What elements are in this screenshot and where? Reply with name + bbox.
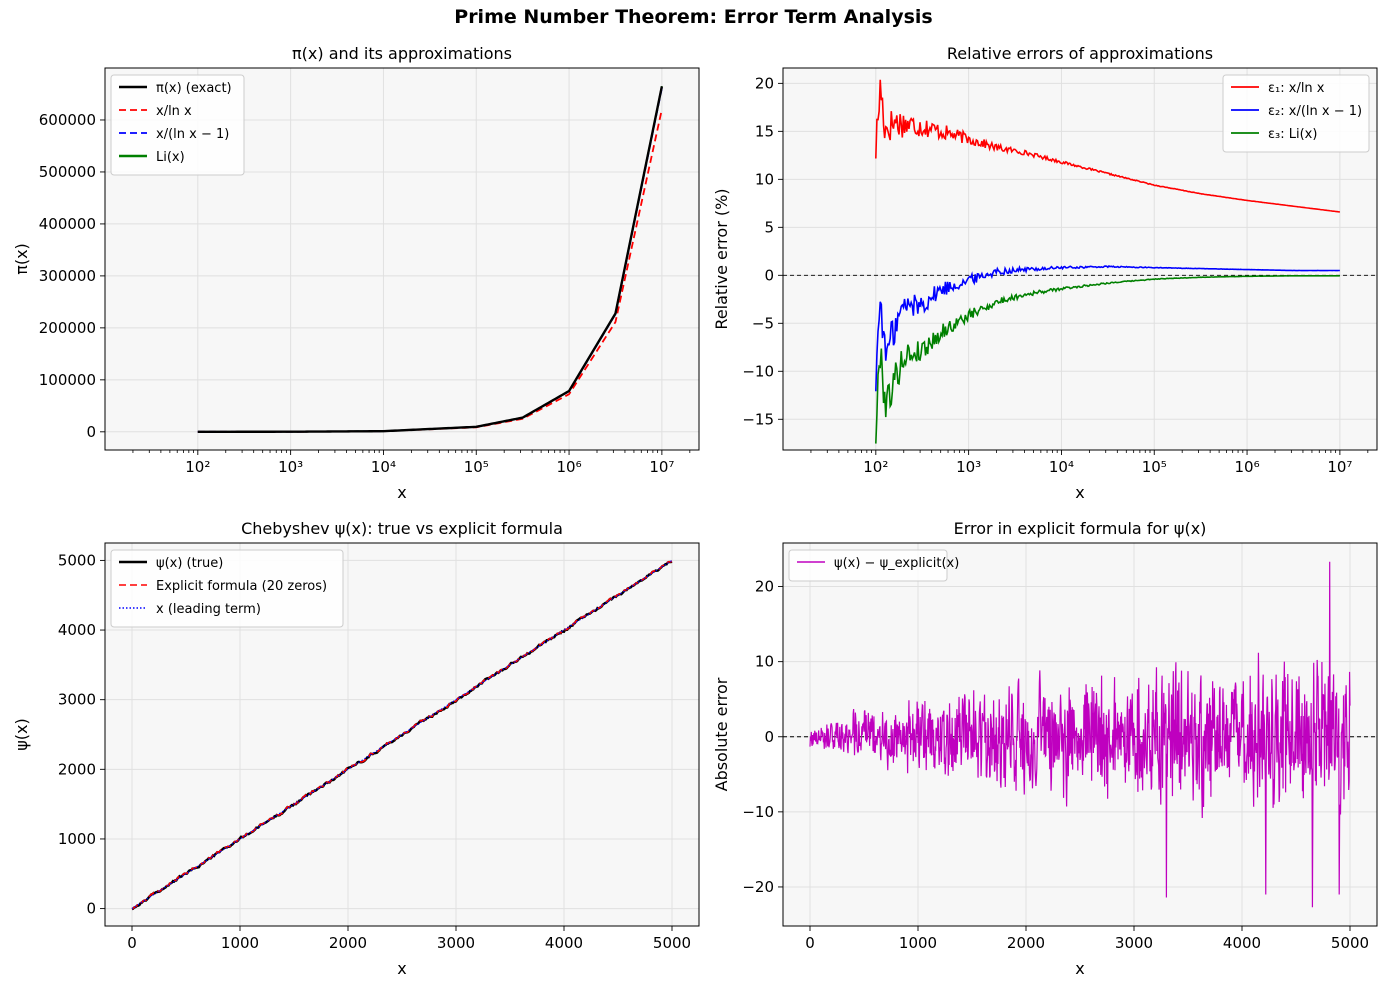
x-tick-label: 10³ bbox=[956, 458, 981, 476]
y-tick-label: 15 bbox=[755, 122, 774, 140]
x-tick-label: 1000 bbox=[221, 934, 259, 952]
legend-label: Li(x) bbox=[156, 150, 185, 165]
x-tick-label: 10⁷ bbox=[1327, 458, 1352, 476]
y-axis-label: π(x) bbox=[12, 243, 31, 275]
x-tick-label: 2000 bbox=[329, 934, 367, 952]
x-tick-label: 10⁷ bbox=[649, 458, 674, 476]
x-tick-label: 10⁵ bbox=[464, 458, 489, 476]
x-axis-label: x bbox=[1075, 483, 1084, 502]
legend-label: π(x) (exact) bbox=[156, 81, 232, 96]
y-tick-label: 20 bbox=[755, 578, 774, 596]
y-tick-label: 4000 bbox=[58, 621, 96, 639]
legend-label: ψ(x) − ψ_explicit(x) bbox=[834, 556, 959, 571]
legend: ψ(x) − ψ_explicit(x) bbox=[788, 549, 959, 582]
y-tick-label: 300000 bbox=[39, 267, 96, 285]
x-tick-label: 1000 bbox=[899, 934, 937, 952]
y-tick-label: 500000 bbox=[39, 163, 96, 181]
y-tick-label: 0 bbox=[86, 900, 96, 918]
legend: ε₁: x/ln x ε₂: x/(ln x − 1) ε₃: Li(x) bbox=[1222, 74, 1370, 153]
y-tick-label: 2000 bbox=[58, 760, 96, 778]
x-tick-label: 10² bbox=[863, 458, 888, 476]
figure-title: Prime Number Theorem: Error Term Analysi… bbox=[454, 6, 933, 28]
plot-frame bbox=[104, 67, 700, 451]
series-line-1 bbox=[131, 560, 673, 910]
x-tick-label: 10⁶ bbox=[1235, 458, 1260, 476]
y-axis-label: Absolute error bbox=[712, 677, 731, 791]
plot-area bbox=[783, 543, 1377, 926]
legend-label: x/(ln x − 1) bbox=[156, 127, 229, 142]
x-axis-label: x bbox=[397, 959, 406, 978]
y-tick-label: 10 bbox=[755, 653, 774, 671]
y-tick-label: −10 bbox=[742, 803, 774, 821]
legend: π(x) (exact) x/ln x x/(ln x − 1) Li(x) bbox=[110, 74, 245, 176]
legend-label: x/ln x bbox=[156, 104, 192, 119]
y-tick-label: 20 bbox=[755, 74, 774, 92]
x-tick-label: 0 bbox=[805, 934, 815, 952]
legend-box bbox=[788, 549, 948, 582]
y-axis-label: Relative error (%) bbox=[712, 188, 731, 329]
x-tick-label: 2000 bbox=[1007, 934, 1045, 952]
x-tick-label: 4000 bbox=[545, 934, 583, 952]
x-tick-label: 10⁶ bbox=[557, 458, 582, 476]
y-tick-label: 400000 bbox=[39, 215, 96, 233]
x-tick-label: 5000 bbox=[1331, 934, 1369, 952]
x-tick-label: 10⁵ bbox=[1142, 458, 1167, 476]
x-tick-label: 10⁴ bbox=[1049, 458, 1074, 476]
y-tick-label: 3000 bbox=[58, 691, 96, 709]
legend-label: ε₂: x/(ln x − 1) bbox=[1268, 104, 1362, 119]
series-line-2 bbox=[875, 274, 1340, 444]
x-tick-label: 4000 bbox=[1223, 934, 1261, 952]
x-tick-label: 10² bbox=[185, 458, 210, 476]
legend-label: x (leading term) bbox=[156, 602, 261, 617]
y-tick-label: 1000 bbox=[58, 830, 96, 848]
legend-label: ε₁: x/ln x bbox=[1268, 81, 1325, 96]
x-tick-label: 3000 bbox=[437, 934, 475, 952]
gridlines bbox=[105, 543, 699, 926]
y-tick-label: 100000 bbox=[39, 371, 96, 389]
x-tick-label: 3000 bbox=[1115, 934, 1153, 952]
y-tick-label: 5000 bbox=[58, 551, 96, 569]
y-tick-label: −10 bbox=[742, 362, 774, 380]
x-tick-label: 10³ bbox=[278, 458, 303, 476]
plot-frame bbox=[782, 542, 1378, 927]
series-line-0 bbox=[809, 561, 1351, 908]
y-axis-label: ψ(x) bbox=[12, 718, 31, 751]
y-tick-label: −15 bbox=[742, 410, 774, 428]
x-tick-label: 0 bbox=[127, 934, 137, 952]
legend-box bbox=[110, 74, 245, 176]
y-tick-label: 0 bbox=[764, 728, 774, 746]
x-axis-label: x bbox=[1075, 959, 1084, 978]
legend-label: ε₃: Li(x) bbox=[1268, 127, 1317, 142]
legend-label: Explicit formula (20 zeros) bbox=[156, 579, 327, 594]
chart-title: Chebyshev ψ(x): true vs explicit formula bbox=[241, 519, 563, 538]
legend-box bbox=[110, 549, 344, 628]
series-line-0 bbox=[197, 86, 664, 433]
y-tick-label: 5 bbox=[764, 218, 774, 236]
legend-label: ψ(x) (true) bbox=[156, 556, 223, 571]
y-tick-label: −5 bbox=[752, 314, 774, 332]
plot-frame bbox=[104, 542, 700, 927]
legend: ψ(x) (true) Explicit formula (20 zeros) x … bbox=[110, 549, 344, 628]
y-tick-label: −20 bbox=[742, 878, 774, 896]
chart-title: Relative errors of approximations bbox=[947, 44, 1213, 63]
chart-title: π(x) and its approximations bbox=[292, 44, 512, 63]
x-axis-label: x bbox=[397, 483, 406, 502]
series-line-1 bbox=[875, 264, 1340, 392]
y-tick-label: 0 bbox=[86, 423, 96, 441]
y-tick-label: 600000 bbox=[39, 111, 96, 129]
y-tick-label: 0 bbox=[764, 266, 774, 284]
plot-frame bbox=[782, 67, 1378, 451]
x-tick-label: 10⁴ bbox=[371, 458, 396, 476]
chart-title: Error in explicit formula for ψ(x) bbox=[954, 519, 1207, 538]
y-tick-label: 200000 bbox=[39, 319, 96, 337]
y-tick-label: 10 bbox=[755, 170, 774, 188]
x-tick-label: 5000 bbox=[653, 934, 691, 952]
legend-box bbox=[1222, 74, 1370, 153]
series-line-0 bbox=[875, 79, 1340, 213]
